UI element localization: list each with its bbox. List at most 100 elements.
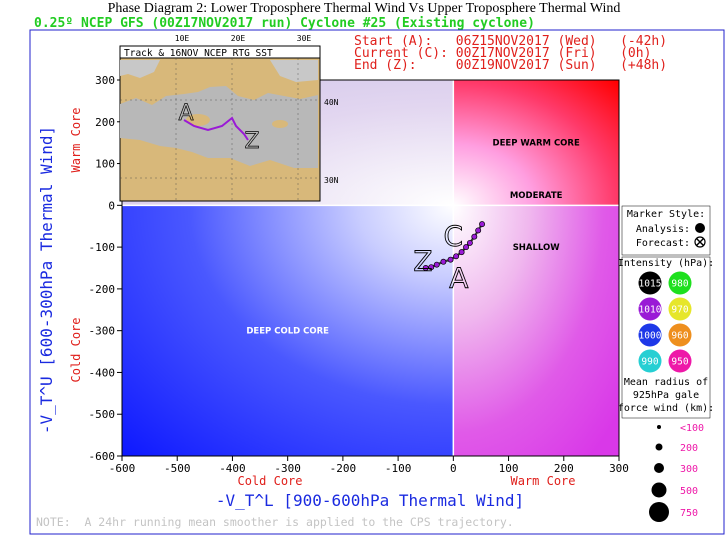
radius-swatch [655, 443, 663, 451]
radius-title: 925hPa gale [633, 390, 699, 401]
figure-border [29, 29, 725, 535]
intensity-label: 1010 [639, 305, 662, 316]
radius-title: Mean radius of [624, 377, 708, 388]
radius-label: 200 [680, 443, 698, 454]
intensity-swatch [638, 297, 662, 321]
intensity-label: 1000 [639, 331, 662, 342]
radius-swatch [651, 482, 667, 498]
x-tick-label: 0 [450, 462, 457, 475]
intensity-swatch [638, 271, 662, 295]
y-tick-label: -200 [89, 283, 116, 296]
track-letter-c: C [444, 220, 464, 253]
island [272, 120, 288, 128]
y-tick-label: -600 [89, 450, 116, 463]
intensity-swatch [668, 349, 692, 373]
x-tick-label: -300 [274, 462, 301, 475]
quadrant-shallow-warm-core [453, 205, 619, 456]
intensity-label: 950 [671, 357, 688, 368]
intensity-swatch [638, 323, 662, 347]
track-marker [453, 253, 460, 260]
quadrant-deep-warm-core [453, 80, 619, 206]
x-tick-label: -100 [385, 462, 412, 475]
track-marker [428, 264, 435, 271]
region-label: DEEP WARM CORE [493, 139, 580, 149]
track-marker [466, 239, 473, 246]
y-tick-label: 300 [95, 74, 115, 87]
region-label: SHALLOW [513, 243, 561, 253]
map-lon-label: 30E [297, 34, 312, 43]
x-cold-core-label: Cold Core [237, 474, 302, 488]
x-tick-label: -600 [109, 462, 136, 475]
x-tick-label: -200 [330, 462, 357, 475]
analysis-marker [695, 223, 705, 233]
quadrant-deep-cold-core [122, 205, 454, 456]
y-warm-core-label: Warm Core [69, 107, 83, 172]
map-lat-label: 30N [324, 176, 339, 185]
track-marker [422, 265, 429, 271]
chart-title: Phase Diagram 2: Lower Troposphere Therm… [107, 1, 621, 16]
current-time: Current (C): 00Z17NOV2017 (Fri) (0h) [354, 46, 652, 61]
intensity-box [621, 256, 711, 419]
radius-label: <100 [680, 423, 704, 434]
track-marker [447, 256, 454, 263]
map-lat-label: 40N [324, 98, 339, 107]
intensity-swatch [638, 349, 662, 373]
map-letter-z: Z [244, 129, 259, 154]
y-tick-label: -100 [89, 241, 116, 254]
marker-style-box [621, 205, 711, 256]
x-tick-label: 200 [554, 462, 574, 475]
track-marker [458, 249, 465, 256]
start-time: Start (A): 06Z15NOV2017 (Wed) (-42h) [354, 34, 668, 49]
radius-swatch [657, 425, 661, 429]
intensity-swatch [668, 323, 692, 347]
x-tick-label: 300 [609, 462, 629, 475]
map-title: Track & 16NOV NCEP RTG SST [124, 48, 273, 59]
region-label: DEEP COLD CORE [246, 327, 329, 337]
track-marker [440, 258, 447, 265]
forecast-label: Forecast: [636, 238, 690, 249]
forecast-marker-cross [696, 238, 704, 246]
intensity-label: 960 [671, 331, 688, 342]
end-time: End (Z): 00Z19NOV2017 (Sun) (+48h) [354, 58, 668, 73]
analysis-label: Analysis: [636, 224, 690, 235]
radius-label: 750 [680, 508, 698, 519]
track-marker [463, 244, 469, 251]
y-tick-label: 200 [95, 116, 115, 129]
radius-swatch [654, 463, 664, 473]
y-tick-label: 100 [95, 158, 115, 171]
x-tick-label: 100 [499, 462, 519, 475]
map-title-bar [119, 45, 321, 59]
radius-label: 500 [680, 486, 698, 497]
intensity-swatch [668, 297, 692, 321]
marker-style-title: Marker Style: [627, 209, 705, 220]
intensity-label: 970 [671, 305, 688, 316]
map-track [183, 116, 249, 141]
y-tick-label: -400 [89, 366, 116, 379]
radius-title: force wind (km): [618, 403, 714, 414]
atlantic-sea [120, 60, 160, 78]
track-letter-z: Z [413, 245, 432, 278]
smoother-note: NOTE: A 24hr running mean smoother is ap… [36, 515, 514, 529]
intensity-swatch [668, 271, 692, 295]
region-label: MODERATE [510, 191, 563, 201]
intensity-label: 980 [671, 279, 688, 290]
x-tick-label: -400 [219, 462, 246, 475]
intensity-title: Intensity (hPa): [618, 258, 714, 269]
track-marker [475, 227, 482, 234]
y-tick-label: -300 [89, 325, 116, 338]
y-cold-core-label: Cold Core [69, 317, 83, 382]
x-tick-label: -500 [164, 462, 191, 475]
track-marker [433, 261, 440, 268]
track-marker [471, 233, 478, 240]
island [186, 114, 210, 126]
x-axis-label: -V_T^L [900-600hPa Thermal Wind] [216, 491, 524, 510]
intensity-label: 990 [641, 357, 658, 368]
track-marker [479, 221, 485, 228]
track-letter-a: A [449, 261, 468, 294]
x-warm-core-label: Warm Core [510, 474, 575, 488]
intensity-label: 1015 [639, 279, 662, 290]
y-tick-label: -500 [89, 408, 116, 421]
plot-border [121, 79, 620, 457]
